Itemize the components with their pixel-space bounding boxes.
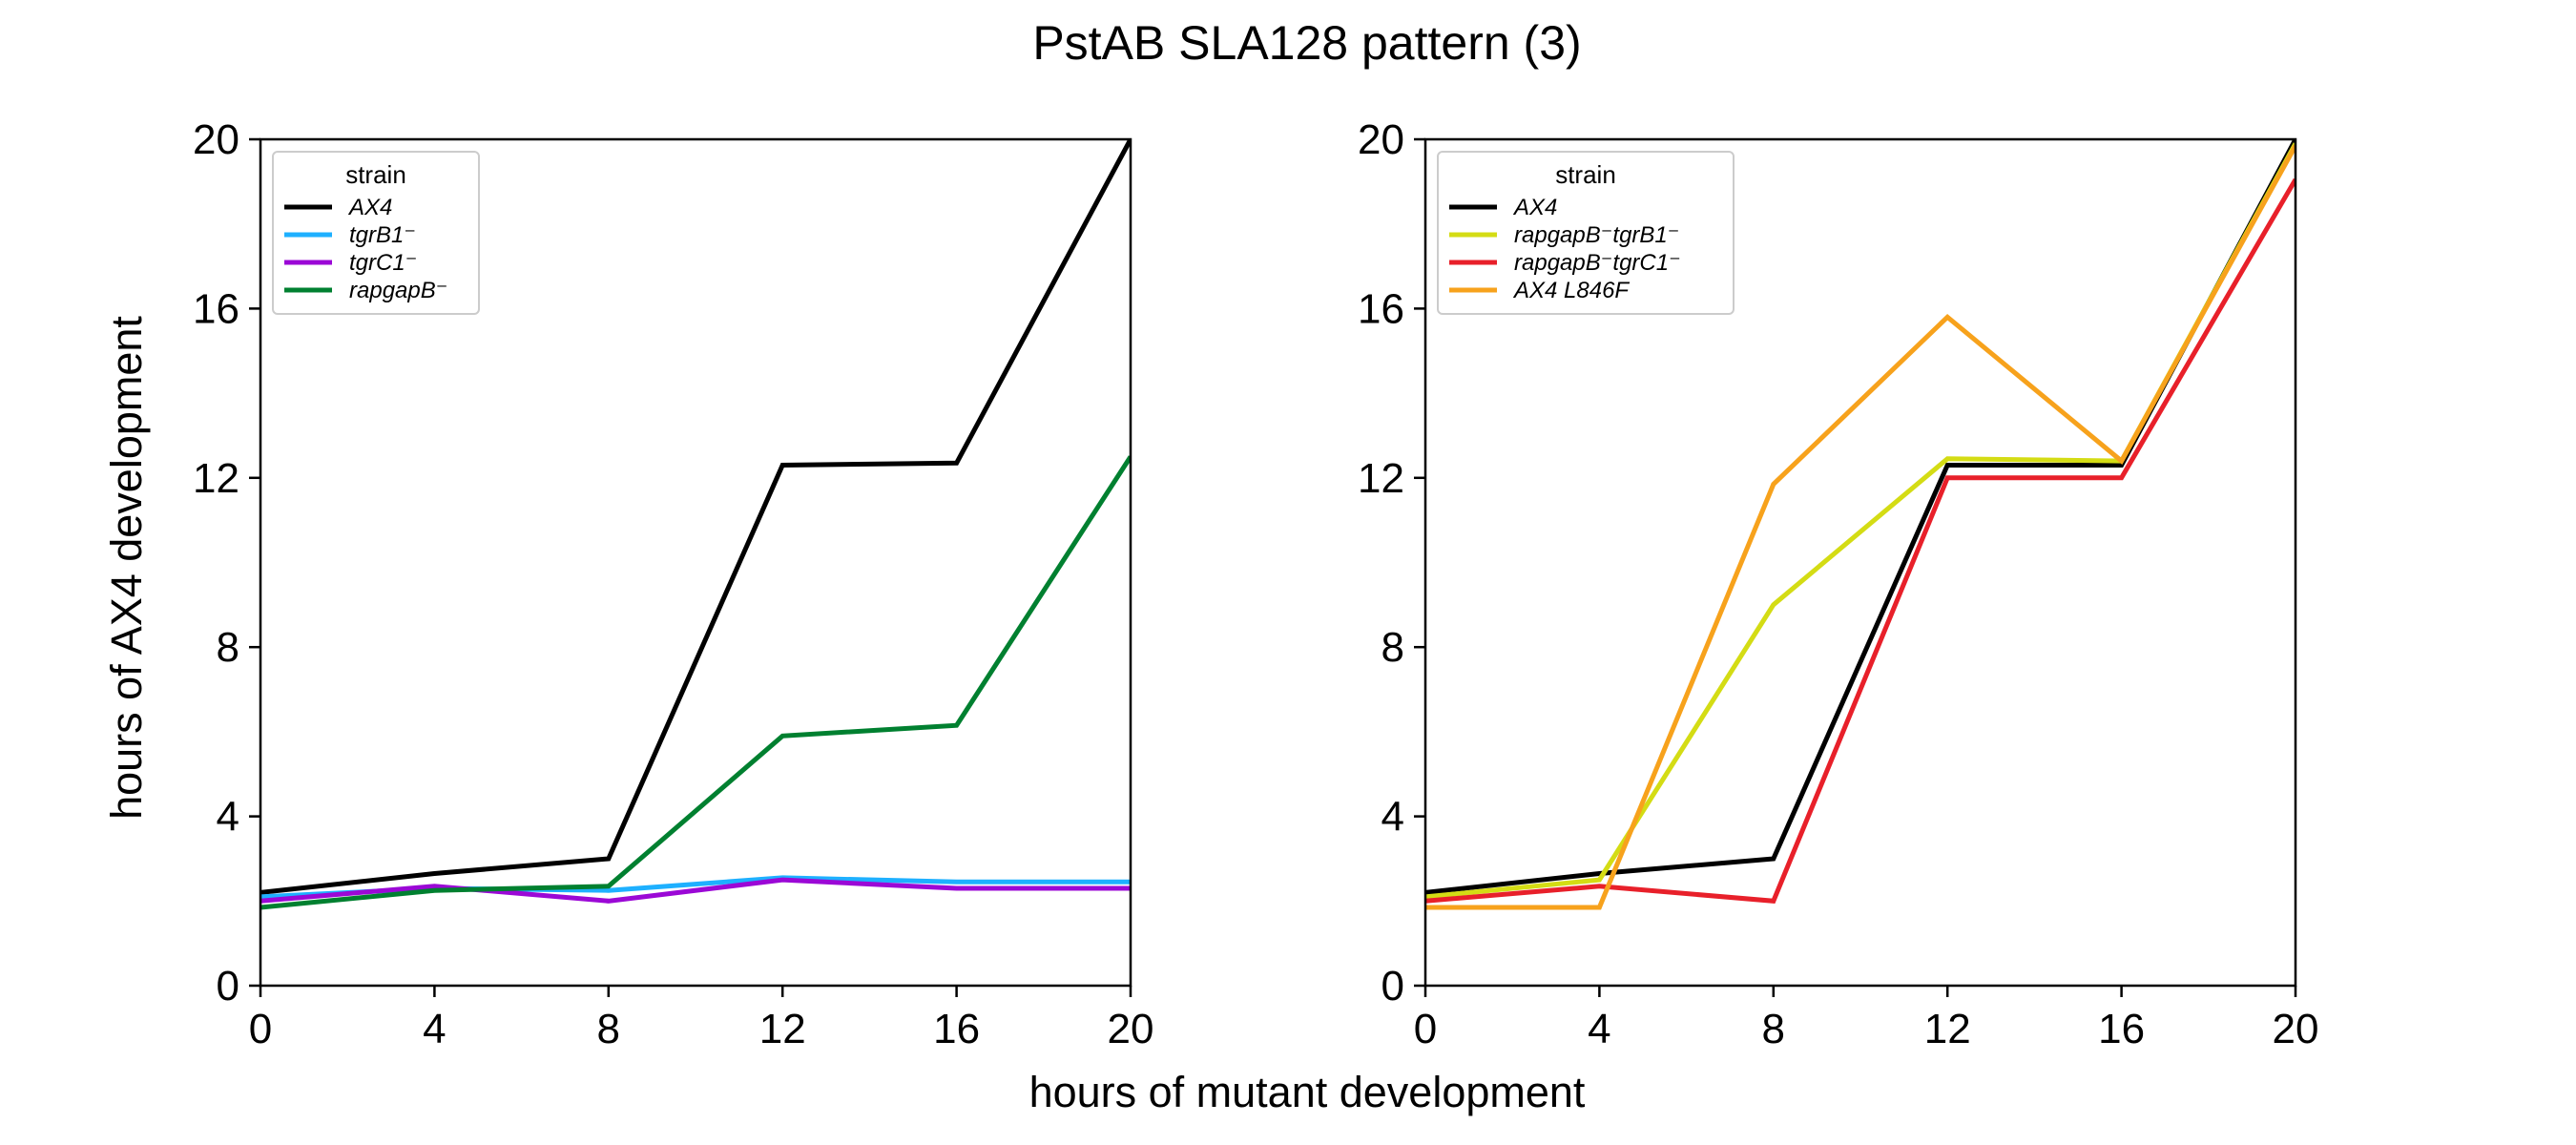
plot-frame <box>259 137 1132 988</box>
x-tick-label: 12 <box>1924 1006 1971 1052</box>
legend-title: strain <box>345 160 406 189</box>
y-tick-label: 0 <box>217 963 239 1010</box>
legend-entry-label: rapgapB⁻tgrC1⁻ <box>1514 250 1681 276</box>
y-tick-label: 12 <box>193 455 239 502</box>
y-axis-label: hours of AX4 development <box>102 316 151 820</box>
y-tick-label: 12 <box>1358 455 1404 502</box>
series-line-3 <box>260 877 1131 904</box>
y-tick-label: 0 <box>1381 963 1404 1010</box>
x-tick-label: 4 <box>423 1006 446 1052</box>
legend-box <box>1437 151 1735 315</box>
x-tick-label: 8 <box>597 1006 620 1052</box>
x-tick-label: 20 <box>2273 1006 2319 1052</box>
legend-entry-label: rapgapB⁻tgrB1⁻ <box>1514 222 1679 248</box>
series-line-3 <box>1425 177 2296 904</box>
y-tick-label: 16 <box>193 285 239 332</box>
y-tick-label: 4 <box>217 794 239 841</box>
series-line-4 <box>1425 144 2296 910</box>
y-tick-label: 20 <box>193 116 239 163</box>
legend-entry-label: AX4 L846F <box>1512 278 1630 303</box>
plot-frame <box>1423 137 2297 988</box>
legend-box <box>272 151 480 315</box>
y-tick-label: 4 <box>1381 794 1404 841</box>
legend-entry-label: rapgapB⁻ <box>349 278 447 303</box>
chart-title: PstAB SLA128 pattern (3) <box>1032 16 1581 70</box>
left-plot-panel: 0 4 8 12 16 20 0 4 8 12 16 20 strain AX4tgrB1⁻tgrC1⁻r… <box>193 116 1153 1052</box>
x-tick-label: 0 <box>1414 1006 1437 1052</box>
x-axis-label: hours of mutant development <box>1029 1068 1586 1116</box>
y-tick-label: 16 <box>1358 285 1404 332</box>
legend-entry-label: tgrC1⁻ <box>349 250 417 276</box>
legend-entry-label: AX4 <box>1512 195 1557 220</box>
y-tick-label: 20 <box>1358 116 1404 163</box>
series-line-1 <box>260 139 1131 895</box>
x-tick-label: 4 <box>1588 1006 1610 1052</box>
x-tick-label: 20 <box>1108 1006 1154 1052</box>
y-tick-label: 8 <box>1381 624 1404 671</box>
legend-entry-label: tgrB1⁻ <box>349 222 416 248</box>
x-tick-label: 0 <box>249 1006 272 1052</box>
legend: strain AX4rapgapB⁻tgrB1⁻rapgapB⁻tgrC1⁻AX4… <box>1437 151 1735 315</box>
series-line-4 <box>260 455 1131 910</box>
y-tick-label: 8 <box>217 624 239 671</box>
legend-entry-label: AX4 <box>347 195 392 220</box>
legend-title: strain <box>1555 160 1616 189</box>
x-tick-label: 12 <box>759 1006 806 1052</box>
x-tick-label: 16 <box>933 1006 980 1052</box>
x-tick-label: 8 <box>1762 1006 1785 1052</box>
right-plot-panel: 0 4 8 12 16 20 0 4 8 12 16 20 strain AX4rapgapB⁻tgrB1… <box>1358 116 2318 1052</box>
x-tick-label: 16 <box>2098 1006 2145 1052</box>
